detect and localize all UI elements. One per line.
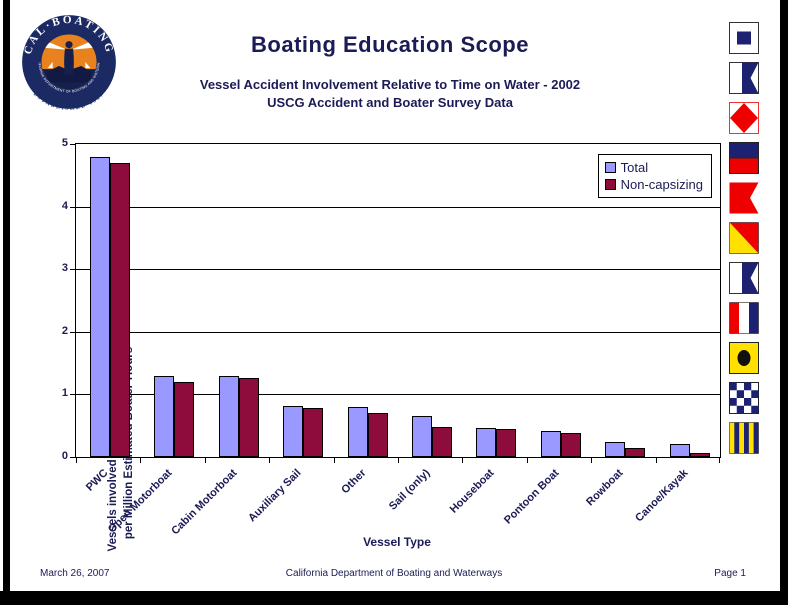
bar-non-capsizing — [560, 432, 581, 457]
bar-non-capsizing — [625, 447, 646, 457]
category-label: Rowboat — [584, 467, 626, 509]
left-border — [3, 0, 10, 605]
category-label: Auxiliary Sail — [246, 467, 304, 525]
y-tick-label: 2 — [61, 324, 68, 337]
bar-total — [283, 405, 304, 457]
legend-swatch — [604, 162, 616, 173]
right-border — [780, 0, 788, 605]
y-tick-label: 4 — [61, 199, 68, 212]
tango-flag-icon — [729, 302, 759, 334]
sierra-flag-icon — [729, 22, 759, 54]
legend-item: Total — [604, 159, 703, 176]
category-label: Sail (only) — [386, 467, 433, 513]
footer-organization: California Department of Boating and Wat… — [285, 568, 503, 579]
y-tick — [70, 144, 76, 145]
legend-item: Non-capsizing — [604, 176, 703, 193]
plot-area: Vessels involved in Reported Accidents p… — [62, 137, 721, 551]
cal-boating-logo-icon: CAL·BOATING CALIFORNIA DEPARTMENT OF BOA… — [16, 10, 116, 112]
x-tick — [526, 457, 528, 463]
bar-non-capsizing — [238, 378, 259, 457]
bar-non-capsizing — [303, 408, 324, 457]
x-tick — [269, 457, 271, 463]
bar-total — [412, 416, 432, 457]
subtitle-line-1: Vessel Accident Involvement Relative to … — [199, 77, 581, 92]
bar-non-capsizing — [432, 426, 452, 457]
footer-page-number: Page 1 — [714, 568, 746, 579]
x-tick — [398, 457, 399, 463]
y-tick — [70, 331, 76, 333]
y-tick — [70, 206, 76, 208]
bar-non-capsizing — [174, 381, 195, 457]
y-tick-label: 0 — [61, 450, 68, 462]
chart-subtitle: Vessel Accident Involvement Relative to … — [110, 76, 670, 112]
bar-total — [347, 406, 368, 457]
bar-total — [540, 431, 561, 457]
x-axis-label: Vessel Type — [363, 535, 431, 549]
category-label: Cabin Motorboat — [169, 467, 240, 538]
x-tick — [462, 457, 464, 463]
legend: Total Non-capsizing — [597, 154, 712, 198]
bar-non-capsizing — [496, 429, 517, 457]
bar-total — [154, 375, 175, 457]
x-tick — [76, 457, 77, 463]
gridline — [76, 206, 720, 208]
bar-total — [605, 441, 626, 457]
legend-label: Total — [620, 160, 649, 175]
legend-label: Non-capsizing — [620, 177, 703, 192]
gridline — [76, 269, 720, 271]
category-label: Canoe/Kayak — [632, 467, 691, 525]
legend-swatch — [604, 179, 616, 190]
y-tick — [70, 457, 76, 458]
category-label: Houseboat — [448, 467, 497, 516]
bar-non-capsizing — [689, 452, 710, 457]
x-tick — [140, 457, 142, 463]
india-flag-icon — [729, 342, 759, 374]
bravo-flag-icon — [729, 182, 759, 214]
x-tick — [333, 457, 335, 463]
subtitle-line-2: USCG Accident and Boater Survey Data — [267, 95, 513, 110]
y-tick — [70, 394, 76, 396]
category-label: Other — [338, 467, 369, 497]
alfa-flag-icon — [729, 62, 759, 94]
bar-total — [669, 443, 690, 457]
signal-flags-column — [729, 22, 759, 462]
gridline — [76, 331, 720, 333]
bar-total — [476, 427, 497, 457]
bottom-border — [0, 591, 788, 605]
alfa-flag-icon — [729, 262, 759, 294]
oscar-flag-icon — [729, 222, 759, 254]
y-tick — [70, 269, 76, 271]
y-tick-label: 1 — [61, 387, 68, 400]
bar-non-capsizing — [367, 413, 388, 457]
foxtrot-flag-icon — [729, 102, 759, 134]
x-tick — [655, 457, 657, 463]
november-flag-icon — [729, 382, 759, 414]
page-title: Boating Education Scope — [251, 32, 529, 57]
footer-date: March 26, 2007 — [40, 568, 110, 579]
y-tick-label: 3 — [61, 262, 68, 275]
bar-total — [218, 375, 239, 457]
gridline — [76, 394, 720, 396]
x-tick — [591, 457, 593, 463]
golf-flag-icon — [729, 422, 759, 454]
echo-flag-icon — [729, 142, 759, 174]
y-tick-label: 5 — [61, 137, 68, 149]
bar-total — [90, 156, 110, 457]
category-label: PWC — [83, 467, 111, 494]
bar-non-capsizing — [110, 162, 130, 457]
x-tick — [204, 457, 206, 463]
category-label: Pontoon Boat — [501, 467, 562, 527]
x-tick — [719, 457, 720, 463]
